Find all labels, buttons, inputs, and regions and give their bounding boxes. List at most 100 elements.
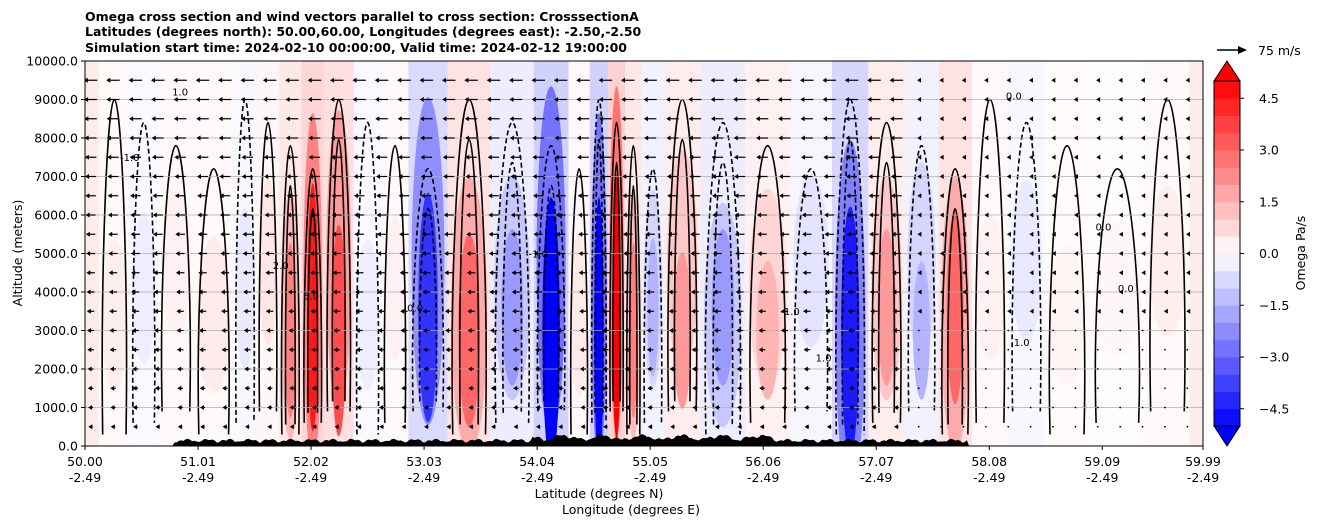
wind-vector-head: [644, 135, 649, 141]
wind-vector-head: [800, 97, 805, 102]
wind-vector-head: [151, 97, 156, 102]
wind-vector-head: [984, 231, 989, 237]
wind-vector-head: [466, 251, 471, 256]
wind-vector-head: [894, 424, 899, 430]
wind-vector-head: [241, 116, 246, 122]
wind-vector-head: [578, 251, 583, 256]
quiver-key-arrowhead: [1238, 46, 1247, 54]
wind-vector-head: [556, 270, 561, 276]
wind-vector-head: [1186, 270, 1191, 276]
wind-vector-head: [467, 328, 472, 333]
wind-vector-head: [356, 405, 361, 410]
wind-vector-head: [891, 251, 896, 256]
wind-vector: [1141, 348, 1144, 351]
wind-vector-head: [267, 405, 272, 410]
wind-vector-head: [129, 116, 134, 122]
wind-vector-head: [623, 289, 628, 295]
contour-label: 1.0: [816, 353, 832, 364]
wind-vector-head: [713, 328, 718, 333]
contour-line: [609, 121, 625, 412]
wind-vector-head: [331, 193, 336, 199]
colorbar-tick-label: 1.5: [1259, 194, 1279, 209]
wind-vector-head: [845, 154, 850, 160]
wind-vector-head: [128, 77, 133, 83]
wind-vector-head: [309, 212, 314, 218]
wind-vector: [940, 425, 943, 428]
wind-vector-head: [892, 289, 897, 295]
wind-vector-head: [1118, 174, 1123, 179]
wind-vector-head: [917, 154, 922, 160]
x-tick-label-longitude: -2.49: [521, 470, 553, 485]
wind-vector-head: [465, 154, 470, 160]
wind-vector-head: [155, 424, 160, 430]
wind-vector-head: [487, 116, 492, 122]
wind-vector-head: [354, 251, 359, 256]
wind-vector-head: [1163, 270, 1168, 276]
wind-vector-head: [175, 270, 180, 276]
wind-vector-head: [779, 193, 784, 199]
wind-vector-head: [285, 77, 290, 83]
wind-vector-head: [154, 328, 159, 333]
wind-vector-head: [647, 405, 652, 410]
wind-vector-head: [688, 97, 693, 102]
wind-vector-head: [354, 212, 359, 218]
wind-vector-head: [733, 97, 738, 102]
wind-vector-head: [221, 308, 226, 314]
wind-vector-head: [420, 154, 425, 160]
contour-line-inner: [628, 184, 638, 425]
y-tick-label: 1000.0: [34, 400, 78, 415]
wind-vector-head: [713, 270, 718, 276]
colorbar-level: [1214, 305, 1240, 323]
wind-vector-head: [871, 424, 876, 430]
omega-cell: [235, 207, 255, 369]
wind-vector-head: [1096, 308, 1101, 314]
y-axis-label: Altitude (meters): [10, 200, 25, 307]
wind-vector-head: [219, 174, 224, 179]
wind-vector-head: [1163, 231, 1168, 237]
wind-vector-head: [643, 116, 648, 122]
wind-vector-head: [780, 289, 785, 295]
wind-vector-head: [734, 231, 739, 237]
wind-vector: [940, 368, 943, 370]
wind-vector-head: [442, 116, 447, 122]
wind-vector-head: [468, 385, 473, 391]
wind-vector-head: [1051, 97, 1056, 102]
wind-vector: [962, 387, 965, 390]
wind-vector-head: [445, 328, 450, 333]
wind-vector-head: [286, 193, 291, 199]
contour-line-inner: [673, 138, 692, 402]
wind-vector-head: [265, 308, 270, 314]
wind-vector-head: [1073, 97, 1078, 102]
wind-vector-head: [333, 308, 338, 314]
wind-vector-head: [531, 77, 536, 83]
wind-vector-head: [1006, 154, 1011, 160]
wind-vector-head: [846, 212, 851, 218]
wind-vector-head: [488, 193, 493, 199]
wind-vector-head: [352, 77, 357, 83]
colorbar-tick-label: −3.0: [1259, 350, 1289, 365]
wind-vector-head: [644, 174, 649, 179]
wind-vector-head: [264, 212, 269, 218]
wind-vector-head: [444, 251, 449, 256]
wind-vector-head: [378, 385, 383, 391]
wind-vector-head: [690, 251, 695, 256]
wind-vector-head: [265, 251, 270, 256]
wind-vector-head: [85, 212, 90, 218]
colorbar-level: [1214, 150, 1240, 168]
wind-vector-head: [801, 212, 806, 218]
omega-core: [542, 197, 560, 446]
wind-vector-head: [801, 193, 806, 199]
wind-vector: [940, 348, 943, 351]
wind-vector-head: [286, 135, 291, 141]
wind-vector-head: [195, 77, 200, 83]
wind-vector-head: [489, 289, 494, 295]
wind-vector-head: [1140, 77, 1145, 83]
colorbar-level: [1214, 357, 1240, 375]
wind-vector-head: [736, 385, 741, 391]
wind-vector-head: [423, 366, 428, 372]
wind-vector-head: [691, 328, 696, 333]
wind-vector-head: [667, 193, 672, 199]
wind-vector-head: [1163, 174, 1168, 179]
wind-vector-head: [398, 193, 403, 199]
wind-vector: [1007, 387, 1010, 390]
